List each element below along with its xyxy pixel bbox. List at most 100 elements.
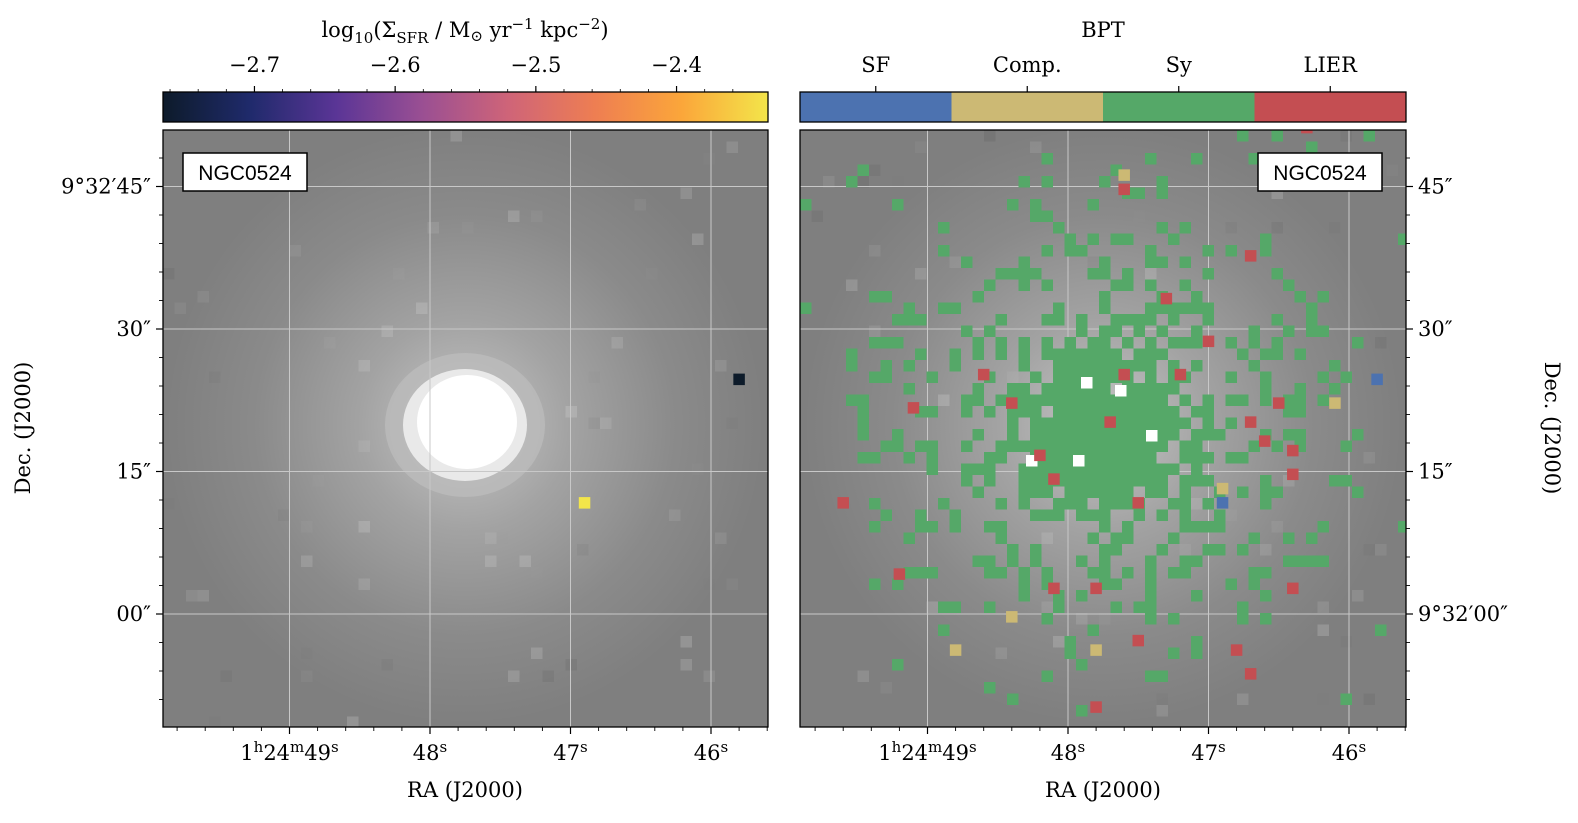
dec-tick-label: 00″ bbox=[116, 602, 151, 626]
bpt-colorbar-label: Sy bbox=[1166, 53, 1192, 77]
noise-pixel bbox=[197, 590, 209, 602]
bpt-spaxel-sy bbox=[926, 567, 938, 579]
noise-pixel bbox=[811, 210, 823, 222]
bpt-spaxel-sy bbox=[869, 521, 881, 533]
bpt-spaxel-sy bbox=[1225, 371, 1237, 383]
bpt-spaxel-sy bbox=[1099, 578, 1111, 590]
bpt-spaxel-sy bbox=[1007, 406, 1019, 418]
bpt-spaxel-sy bbox=[1041, 509, 1053, 521]
bpt-spaxel-sy bbox=[857, 406, 869, 418]
bpt-spaxel-sy bbox=[1191, 521, 1203, 533]
noise-pixel bbox=[680, 636, 692, 648]
bpt-spaxel-sy bbox=[1122, 498, 1134, 510]
bpt-spaxel-sy bbox=[1087, 394, 1099, 406]
bpt-spaxel-sy bbox=[1317, 555, 1329, 567]
bpt-spaxel-sy bbox=[938, 601, 950, 613]
bpt-spaxel-lier bbox=[1118, 183, 1130, 196]
bpt-spaxel-sy bbox=[1018, 383, 1030, 395]
bpt-spaxel-sy bbox=[1007, 555, 1019, 567]
bpt-spaxel-sy bbox=[1064, 636, 1076, 648]
bpt-colorbar-segment-sy bbox=[1103, 92, 1255, 122]
bpt-spaxel-sy bbox=[1202, 406, 1214, 418]
bpt-spaxel-sy bbox=[1099, 325, 1111, 337]
bpt-spaxel-sy bbox=[995, 337, 1007, 349]
noise-pixel bbox=[880, 682, 892, 694]
bpt-spaxel-sy bbox=[1145, 486, 1157, 498]
ra-tick-label: 47s bbox=[1191, 738, 1225, 765]
left-panel: 1h24m49s 48s 47s 46s 9°32′45″ 30″ 15″ 00″ NGC05… bbox=[11, 129, 769, 802]
bpt-spaxel-sy bbox=[1041, 440, 1053, 452]
dec-tick-label: 30″ bbox=[116, 317, 151, 341]
bpt-spaxel-sy bbox=[1202, 314, 1214, 326]
bpt-spaxel-sy bbox=[961, 325, 973, 337]
bpt-spaxel-sy bbox=[1110, 475, 1122, 487]
bpt-colorbar-segment-comp bbox=[951, 92, 1103, 122]
bpt-spaxel-sy bbox=[1202, 417, 1214, 429]
noise-pixel bbox=[1352, 590, 1364, 602]
bpt-spaxel-sy bbox=[1041, 394, 1053, 406]
bpt-spaxel-sy bbox=[1398, 233, 1406, 245]
bpt-spaxel-sy bbox=[880, 337, 892, 349]
bpt-spaxel-sy bbox=[1191, 302, 1203, 314]
bpt-spaxel-sy bbox=[1076, 394, 1088, 406]
bpt-spaxel-sy bbox=[1064, 245, 1076, 257]
bpt-spaxel-sy bbox=[1110, 406, 1122, 418]
bpt-spaxel-sy bbox=[857, 394, 869, 406]
bpt-spaxel-sy bbox=[1122, 268, 1134, 280]
bpt-spaxel-sy bbox=[1041, 348, 1053, 360]
bpt-spaxel-sy bbox=[1145, 371, 1157, 383]
bpt-spaxel-sy bbox=[1018, 348, 1030, 360]
bpt-sy-region bbox=[800, 130, 1406, 717]
bpt-spaxels bbox=[837, 130, 1383, 713]
bpt-spaxel-sy bbox=[1041, 176, 1053, 188]
bpt-spaxel-sy bbox=[1283, 394, 1295, 406]
bpt-spaxel-sy bbox=[1168, 429, 1180, 441]
bpt-spaxel-sy bbox=[1214, 509, 1226, 521]
bpt-spaxel-sy bbox=[1030, 417, 1042, 429]
bpt-spaxel-sy bbox=[1168, 463, 1180, 475]
bpt-spaxel-sy bbox=[1099, 486, 1111, 498]
bpt-spaxel-sy bbox=[903, 302, 915, 314]
bpt-spaxel-sy bbox=[1110, 164, 1122, 176]
bpt-spaxel-lier bbox=[907, 402, 920, 414]
bpt-spaxel-sy bbox=[1306, 314, 1318, 326]
bpt-spaxel-sy bbox=[1064, 394, 1076, 406]
noise-pixel bbox=[1340, 130, 1352, 142]
bpt-spaxel-sy bbox=[1317, 325, 1329, 337]
bpt-spaxel-sy bbox=[1340, 693, 1352, 705]
bpt-spaxel-sy bbox=[984, 279, 996, 291]
bpt-spaxel-sy bbox=[1053, 452, 1065, 464]
bpt-spaxel-sy bbox=[1030, 509, 1042, 521]
sfr-colorbar-title: log10(ΣSFR / M⊙ yr−1 kpc−2) bbox=[321, 15, 608, 47]
bpt-spaxel-sy bbox=[1156, 222, 1168, 234]
right-panel-frame bbox=[799, 129, 1407, 728]
sfr-colorbar-tick-label: −2.4 bbox=[651, 53, 702, 77]
bpt-spaxel-sy bbox=[1271, 337, 1283, 349]
bpt-spaxel-sy bbox=[869, 452, 881, 464]
bpt-spaxel-sy bbox=[1156, 417, 1168, 429]
bpt-spaxel-sy bbox=[1087, 268, 1099, 280]
bpt-spaxel-sy bbox=[1179, 475, 1191, 487]
bpt-spaxel-sy bbox=[1133, 325, 1145, 337]
bpt-spaxel-sy bbox=[1294, 440, 1306, 452]
bpt-spaxel-sy bbox=[800, 199, 812, 211]
bpt-spaxel-sy bbox=[1064, 348, 1076, 360]
bpt-spaxel-sy bbox=[1133, 348, 1145, 360]
bpt-spaxel-sy bbox=[1237, 486, 1249, 498]
bpt-spaxel-lier bbox=[1048, 582, 1060, 595]
ra-tick-label: 46s bbox=[1332, 738, 1366, 765]
bpt-spaxel-unclassified bbox=[1146, 430, 1158, 442]
bpt-spaxel-sy bbox=[1156, 302, 1168, 314]
bpt-spaxel-sy bbox=[1168, 532, 1180, 544]
bpt-spaxel-sy bbox=[1294, 406, 1306, 418]
bpt-spaxel-sy bbox=[1064, 417, 1076, 429]
bpt-spaxel-unclassified bbox=[1081, 377, 1093, 389]
bpt-spaxel-sy bbox=[1122, 279, 1134, 291]
bpt-spaxel-sy bbox=[1053, 360, 1065, 372]
bpt-colorbar-label: SF bbox=[861, 53, 890, 77]
bpt-spaxel-sy bbox=[1260, 613, 1272, 625]
bpt-spaxel-sy bbox=[869, 337, 881, 349]
noise-pixel bbox=[174, 302, 186, 314]
bpt-colorbar-label: Comp. bbox=[993, 53, 1062, 77]
noise-pixel bbox=[163, 498, 175, 510]
